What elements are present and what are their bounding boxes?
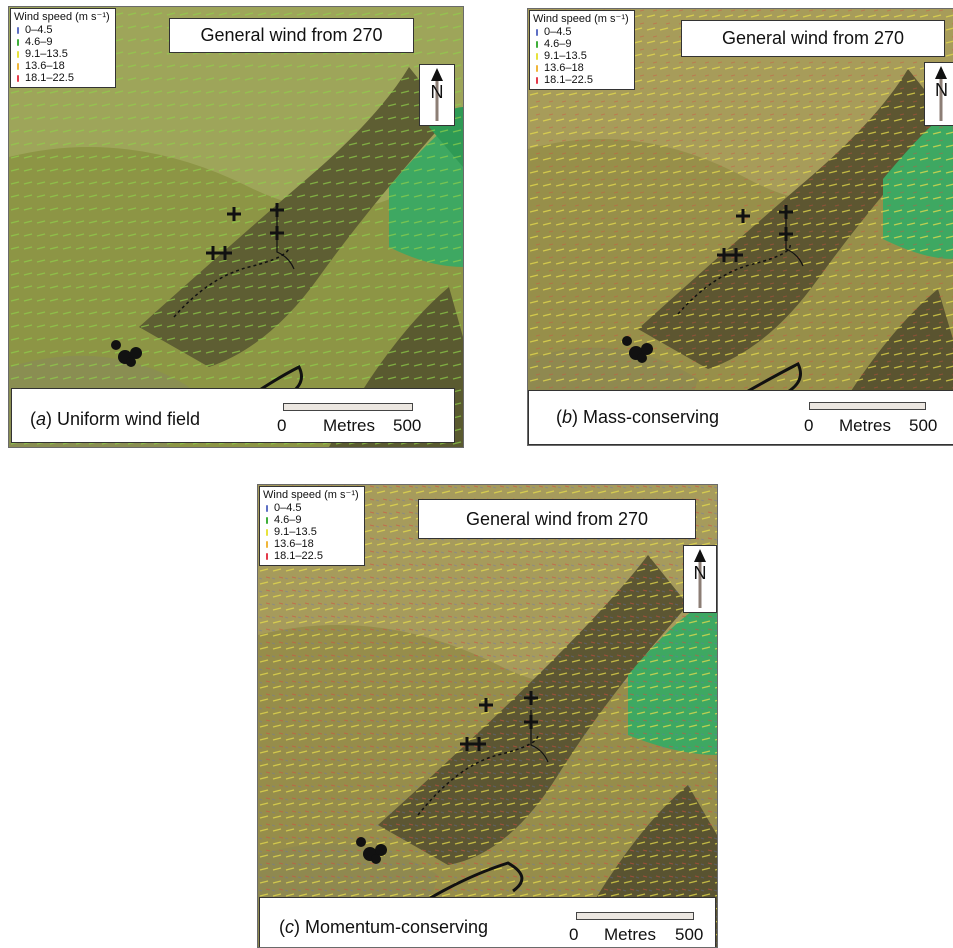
panel-title: Mass-conserving <box>583 407 720 427</box>
legend-label: 0–4.5 <box>25 24 53 36</box>
legend-label: 9.1–13.5 <box>544 50 587 62</box>
north-label: N <box>430 82 444 102</box>
wind-direction-title: General wind from 270 <box>418 499 696 539</box>
wind-speed-legend: Wind speed (m s⁻¹) 0–4.5 4.6–9 9.1–13.5 … <box>10 8 116 88</box>
scale-end: 500 <box>393 416 422 435</box>
legend-label: 0–4.5 <box>544 26 572 38</box>
panel-title: Momentum-conserving <box>305 917 489 937</box>
legend-label: 18.1–22.5 <box>274 550 323 562</box>
legend-swatch <box>17 74 19 82</box>
panel-caption-c: (c) Momentum-conserving 0 Metres 500 <box>259 897 716 947</box>
map-panel-b: Wind speed (m s⁻¹) 0–4.5 4.6–9 9.1–13.5 … <box>527 8 953 446</box>
caption-text: (c) Momentum-conserving <box>279 917 489 937</box>
legend-swatch <box>536 52 538 60</box>
north-arrow: N <box>924 62 953 126</box>
map-panel-a: Wind speed (m s⁻¹) 0–4.5 4.6–9 9.1–13.5 … <box>8 6 464 448</box>
scale-unit: Metres <box>604 925 656 944</box>
wind-speed-legend: Wind speed (m s⁻¹) 0–4.5 4.6–9 9.1–13.5 … <box>259 486 365 566</box>
wind-direction-title: General wind from 270 <box>681 20 945 57</box>
legend-item: 4.6–9 <box>14 36 110 48</box>
legend-swatch <box>266 540 268 548</box>
legend-label: 4.6–9 <box>25 36 53 48</box>
panel-caption-a: (a) Uniform wind field 0 Metres 500 <box>11 388 455 443</box>
legend-swatch <box>536 76 538 84</box>
legend-item: 9.1–13.5 <box>533 50 629 62</box>
scale-bar <box>809 402 926 410</box>
north-arrow: N <box>419 64 455 126</box>
legend-label: 0–4.5 <box>274 502 302 514</box>
legend-item: 9.1–13.5 <box>14 48 110 60</box>
legend-item: 0–4.5 <box>263 502 359 514</box>
legend-title: Wind speed (m s⁻¹) <box>263 489 359 501</box>
legend-item: 4.6–9 <box>533 38 629 50</box>
legend-swatch <box>266 516 268 524</box>
wind-speed-legend: Wind speed (m s⁻¹) 0–4.5 4.6–9 9.1–13.5 … <box>529 10 635 90</box>
legend-label: 13.6–18 <box>274 538 314 550</box>
north-arrow-icon <box>431 68 443 121</box>
legend-label: 18.1–22.5 <box>25 72 74 84</box>
legend-item: 9.1–13.5 <box>263 526 359 538</box>
legend-title: Wind speed (m s⁻¹) <box>14 11 110 23</box>
legend-item: 0–4.5 <box>14 24 110 36</box>
scale-start: 0 <box>569 925 579 944</box>
panel-letter: b <box>562 407 573 427</box>
legend-item: 13.6–18 <box>533 62 629 74</box>
scale-end: 500 <box>675 925 704 944</box>
legend-swatch <box>17 38 19 46</box>
legend-label: 13.6–18 <box>25 60 65 72</box>
north-arrow-icon <box>694 549 706 608</box>
legend-swatch <box>17 50 19 58</box>
legend-swatch <box>536 64 538 72</box>
caption-text: (a) Uniform wind field <box>30 409 201 429</box>
legend-item: 18.1–22.5 <box>263 550 359 562</box>
legend-swatch <box>17 62 19 70</box>
scale-start: 0 <box>277 416 287 435</box>
legend-item: 18.1–22.5 <box>533 74 629 86</box>
legend-label: 18.1–22.5 <box>544 74 593 86</box>
legend-label: 4.6–9 <box>274 514 302 526</box>
legend-item: 4.6–9 <box>263 514 359 526</box>
north-arrow: N <box>683 545 717 613</box>
legend-swatch <box>536 40 538 48</box>
map-panel-c: Wind speed (m s⁻¹) 0–4.5 4.6–9 9.1–13.5 … <box>257 484 718 948</box>
north-label: N <box>693 563 707 583</box>
north-label: N <box>935 80 948 100</box>
legend-title: Wind speed (m s⁻¹) <box>533 13 629 25</box>
legend-swatch <box>266 504 268 512</box>
scale-unit: Metres <box>323 416 375 435</box>
legend-item: 18.1–22.5 <box>14 72 110 84</box>
scale-unit: Metres <box>839 416 891 435</box>
panel-letter: c <box>285 917 294 937</box>
terrain-map-c <box>258 485 717 947</box>
scale-bar <box>283 403 413 411</box>
panel-caption-b: (b) Mass-conserving 0 Metres 500 <box>528 390 953 445</box>
legend-swatch <box>266 552 268 560</box>
legend-item: 0–4.5 <box>533 26 629 38</box>
panel-letter: a <box>36 409 47 429</box>
wind-direction-title: General wind from 270 <box>169 18 414 53</box>
scale-bar <box>576 912 694 920</box>
legend-label: 9.1–13.5 <box>274 526 317 538</box>
caption-text: (b) Mass-conserving <box>556 407 720 427</box>
legend-label: 13.6–18 <box>544 62 584 74</box>
legend-item: 13.6–18 <box>263 538 359 550</box>
legend-label: 4.6–9 <box>544 38 572 50</box>
legend-label: 9.1–13.5 <box>25 48 68 60</box>
legend-swatch <box>266 528 268 536</box>
scale-end: 500 <box>909 416 938 435</box>
north-arrow-icon <box>935 66 947 121</box>
legend-swatch <box>17 26 19 34</box>
legend-swatch <box>536 28 538 36</box>
scale-start: 0 <box>804 416 814 435</box>
legend-item: 13.6–18 <box>14 60 110 72</box>
panel-title: Uniform wind field <box>57 409 201 429</box>
